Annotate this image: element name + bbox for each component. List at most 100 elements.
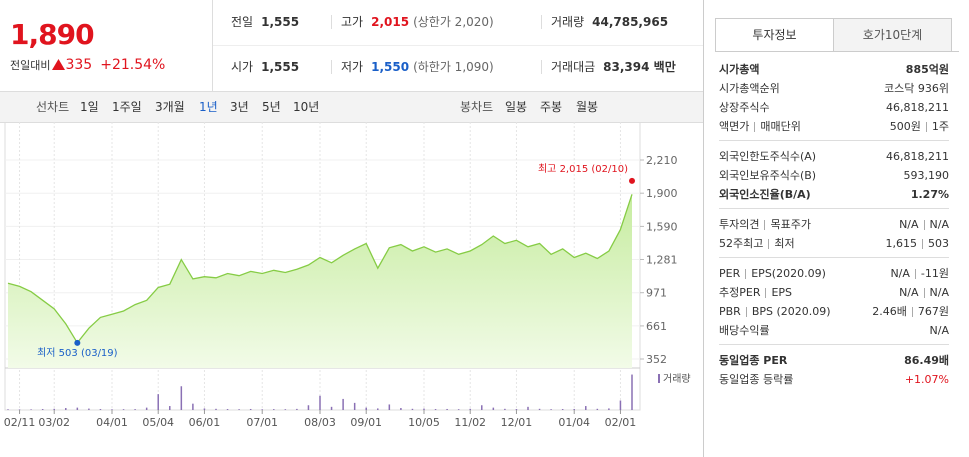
info-label: 추정PER [719,286,761,299]
separator [768,239,770,249]
period-tab[interactable]: 1주일 [112,100,142,114]
volume-bar [538,408,541,410]
x-tick-label: 12/01 [501,416,533,429]
info-value: 767원 [917,305,949,318]
info-row: 시가총액순위 코스닥 936위 [719,79,949,98]
info-value: 593,190 [903,169,950,182]
info-value: N/A [899,286,919,299]
volume-bar [273,409,275,410]
volume-bar [365,407,367,410]
volume-bar [550,409,552,410]
info-label: 최저 [774,237,795,250]
info-row: 추정PER EPS N/A N/A [719,283,949,302]
info-values: N/A N/A [899,215,949,234]
x-tick-label: 01/04 [558,416,590,429]
separator [765,288,767,298]
info-label: 외국인한도주식수(A) [719,150,817,163]
volume-bar [18,409,21,410]
separator [914,269,916,279]
x-tick-label: 04/01 [96,416,128,429]
separator [764,220,766,230]
volume-bar [145,407,148,410]
toolbar: 선차트 1일 1주일 3개월 1년 3년 5년 10년 봉차트 일봉 주봉 월봉 [0,92,703,123]
info-label: PBR [719,305,741,318]
info-values: 885억원 [906,60,949,79]
summary-label: 저가 [341,60,364,74]
volume-bar [111,409,113,410]
period-tab[interactable]: 1일 [80,100,99,114]
info-value: 86.49배 [904,354,949,367]
info-row: 동일업종 PER 86.49배 [719,351,949,370]
period-tab[interactable]: 5년 [262,100,281,114]
info-value: 46,818,211 [886,101,949,114]
info-values: N/A [930,321,949,340]
summary-row: 시가 1,555 저가 1,550 (하한가 1,090) 거래대금 83,394 백만 [213,45,703,90]
volume-bar [411,408,414,410]
change: 전일대비 335 +21.54% [10,57,165,73]
price-line [7,194,633,344]
info-label: 시가총액 [719,63,760,76]
info-label: EPS(2020.09) [751,267,826,280]
volume-bar [157,394,159,410]
info-values: N/A N/A [899,283,949,302]
info-label: 액면가 [719,120,750,133]
info-value: N/A [890,267,910,280]
volume-bar [596,408,599,410]
summary-cell: 전일 1,555 [231,0,299,45]
x-tick-label: 10/05 [408,416,440,429]
volume-bar [65,408,67,410]
summary-cell: 거래량 44,785,965 [551,0,668,45]
info-label: 시가총액순위 [719,82,780,95]
info-values: N/A -11원 [890,264,949,283]
info-value: -11원 [920,267,949,280]
side-tab[interactable]: 투자정보 [715,18,834,52]
candle-tab[interactable]: 월봉 [576,100,599,114]
volume-bar [30,409,32,410]
volume-bar [134,409,136,410]
volume-bar [342,398,344,410]
annotation-label: 최고 2,015 (02/10) [538,163,628,175]
summary-value: 1,555 [261,15,300,29]
side-tab[interactable]: 호가10단계 [833,18,952,52]
info-label: PER [719,267,741,280]
volume-bar [296,408,298,410]
x-tick-label: 02/01 [605,416,637,429]
summary-label: 전일 [231,15,254,29]
info-label: 외국인소진율(B/A) [719,188,811,201]
info-values: 593,190 [904,166,950,185]
period-tab[interactable]: 3년 [230,100,249,114]
info-row: 상장주식수 46,818,211 [719,98,949,117]
info-row: 외국인소진율(B/A) 1.27% [719,185,949,204]
info-value: 46,818,211 [886,150,949,163]
summary-label: 시가 [231,60,254,74]
volume-bar [619,400,622,410]
period-tab[interactable]: 3개월 [155,100,185,114]
info-values: 1,615 503 [886,234,950,253]
separator [922,239,923,249]
summary-value: 83,394 백만 [603,60,676,74]
info-label: 외국인보유주식수(B) [719,169,817,182]
volume-bar [226,409,229,410]
annotation-dot [629,177,635,184]
volume-bar [388,404,391,410]
volume-bar [249,408,252,410]
period-tab[interactable]: 10년 [293,100,320,114]
volume-bar [99,409,102,410]
candle-tab[interactable]: 일봉 [505,100,528,114]
left-panel: 1,890 전일대비 335 +21.54% 전일 1,555 고가 2,015 (상한가 … [0,0,704,457]
period-tab[interactable]: 1년 [199,100,218,114]
volume-bar [284,409,287,410]
info-row: 배당수익률 N/A [719,321,949,340]
candle-tab[interactable]: 주봉 [540,100,563,114]
volume-bar [53,408,55,410]
summary-label: 고가 [341,15,364,29]
summary-label: 거래량 [551,15,585,29]
volume-bar [423,408,425,410]
info-row: 동일업종 등락률 +1.07% [719,370,949,389]
y-tick-label: 1,590 [646,220,678,233]
divider [541,15,542,29]
summary: 전일 1,555 고가 2,015 (상한가 2,020) 거래량 44,785,965 시가… [213,0,703,92]
info-row: PBR BPS (2020.09) 2.46배 767원 [719,302,949,321]
tab-underline [715,51,959,52]
